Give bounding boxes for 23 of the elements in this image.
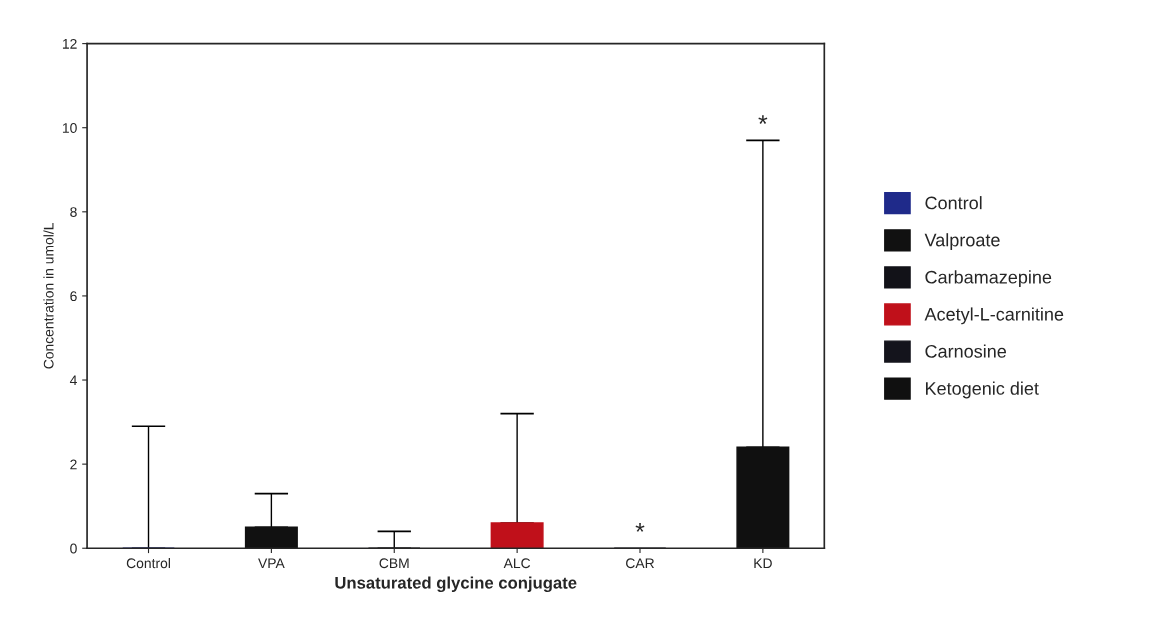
y-tick-label: 12 — [62, 38, 77, 49]
y-axis-title: Concentration in umol/L — [43, 223, 54, 369]
x-tick-label: KD — [754, 558, 772, 569]
y-tick-label: 0 — [70, 543, 77, 554]
legend-label: Carnosine — [925, 344, 1007, 358]
x-tick-label: CBM — [379, 558, 409, 569]
y-tick-label: 2 — [70, 459, 77, 470]
x-tick-label: CAR — [626, 558, 655, 569]
x-tick-label: VPA — [258, 558, 285, 569]
y-tick-label: 8 — [70, 207, 77, 217]
y-tick-label: 10 — [62, 123, 77, 133]
legend-label: Control — [925, 196, 982, 210]
annotation: * — [758, 115, 768, 124]
annotation: * — [635, 523, 645, 532]
y-tick-label: 6 — [70, 291, 77, 302]
legend-label: Carbamazepine — [925, 270, 1052, 288]
legend-label: Acetyl-L-carnitine — [924, 307, 1064, 325]
x-tick-label: Control — [126, 557, 170, 569]
x-tick-label: ALC — [503, 558, 531, 569]
legend-label: Ketogenic diet — [926, 381, 1039, 399]
x-axis-title: Unsaturated glycine conjugate — [335, 576, 577, 593]
y-tick-label: 4 — [69, 375, 77, 386]
legend-label: Valproate — [924, 233, 1000, 251]
